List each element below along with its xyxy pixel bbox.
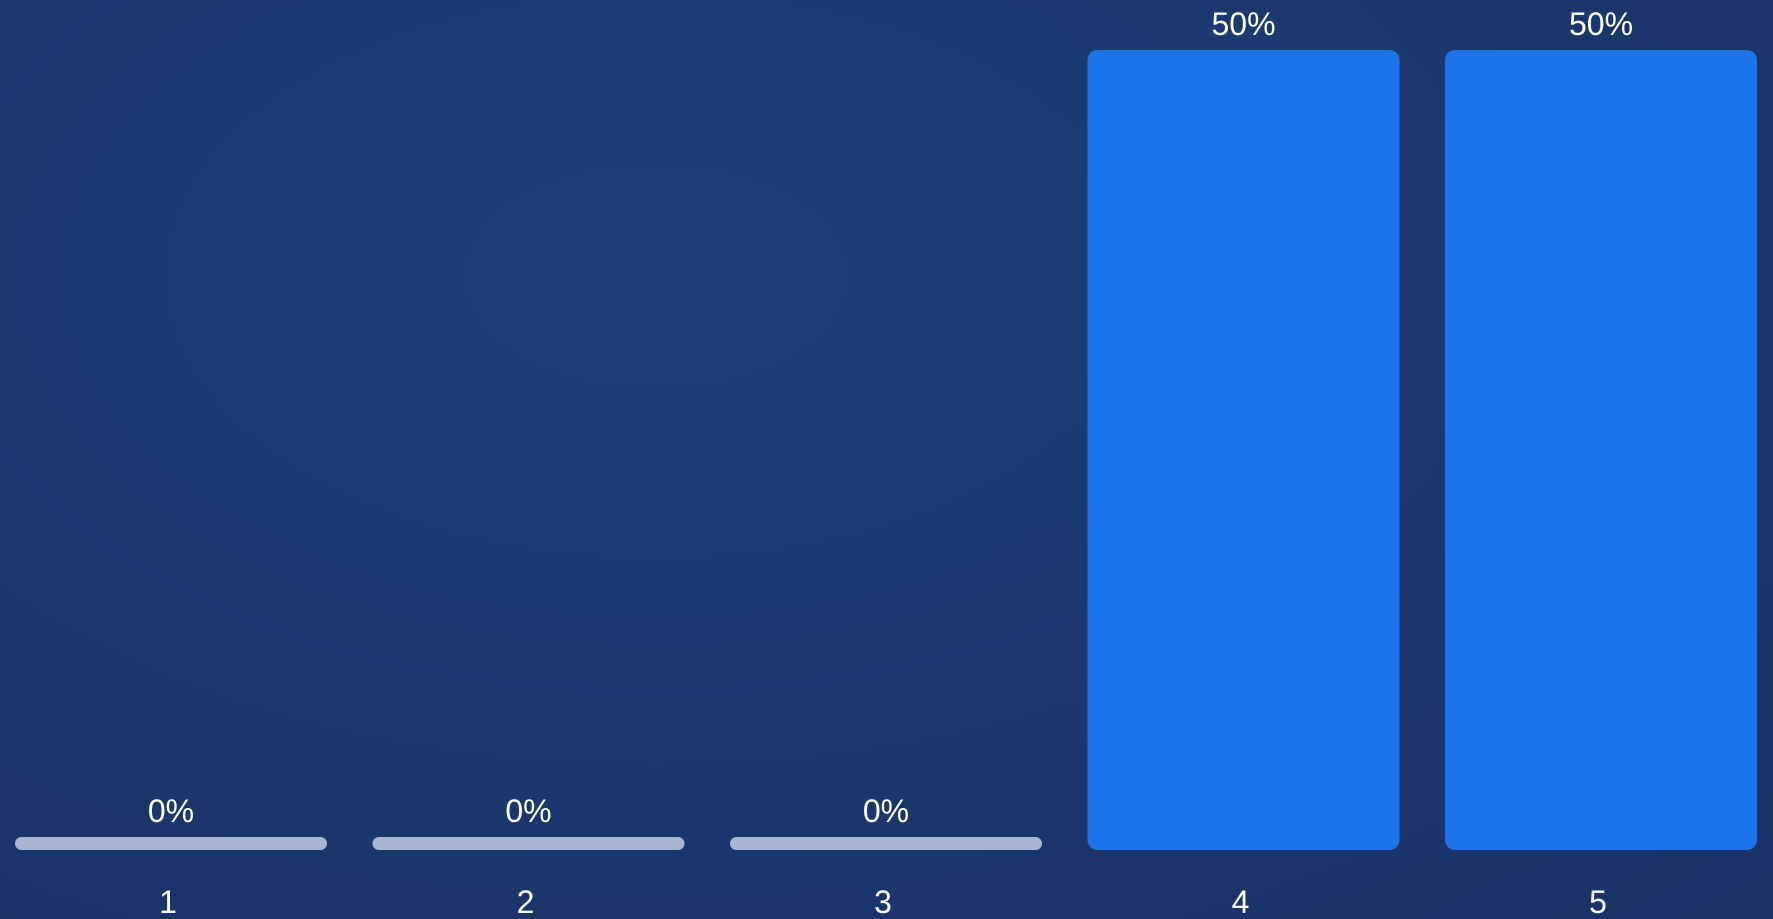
value-label-1: 0% <box>148 793 194 829</box>
category-label-2: 2 <box>517 884 535 919</box>
bars-group <box>15 50 1757 850</box>
bar-2 <box>372 837 685 850</box>
value-labels-group: 0% 0% 0% 50% 50% <box>148 6 1633 829</box>
category-label-1: 1 <box>159 884 177 919</box>
bar-4 <box>1087 50 1400 850</box>
value-label-2: 0% <box>505 793 551 829</box>
bar-1 <box>15 837 327 850</box>
value-label-5: 50% <box>1569 6 1633 42</box>
value-label-4: 50% <box>1211 6 1275 42</box>
category-label-5: 5 <box>1589 884 1607 919</box>
value-label-3: 0% <box>863 793 909 829</box>
category-label-4: 4 <box>1232 884 1250 919</box>
bar-3 <box>730 837 1042 850</box>
category-label-3: 3 <box>874 884 892 919</box>
category-labels-group: 1 2 3 4 5 <box>159 884 1607 919</box>
bar-5 <box>1445 50 1757 850</box>
